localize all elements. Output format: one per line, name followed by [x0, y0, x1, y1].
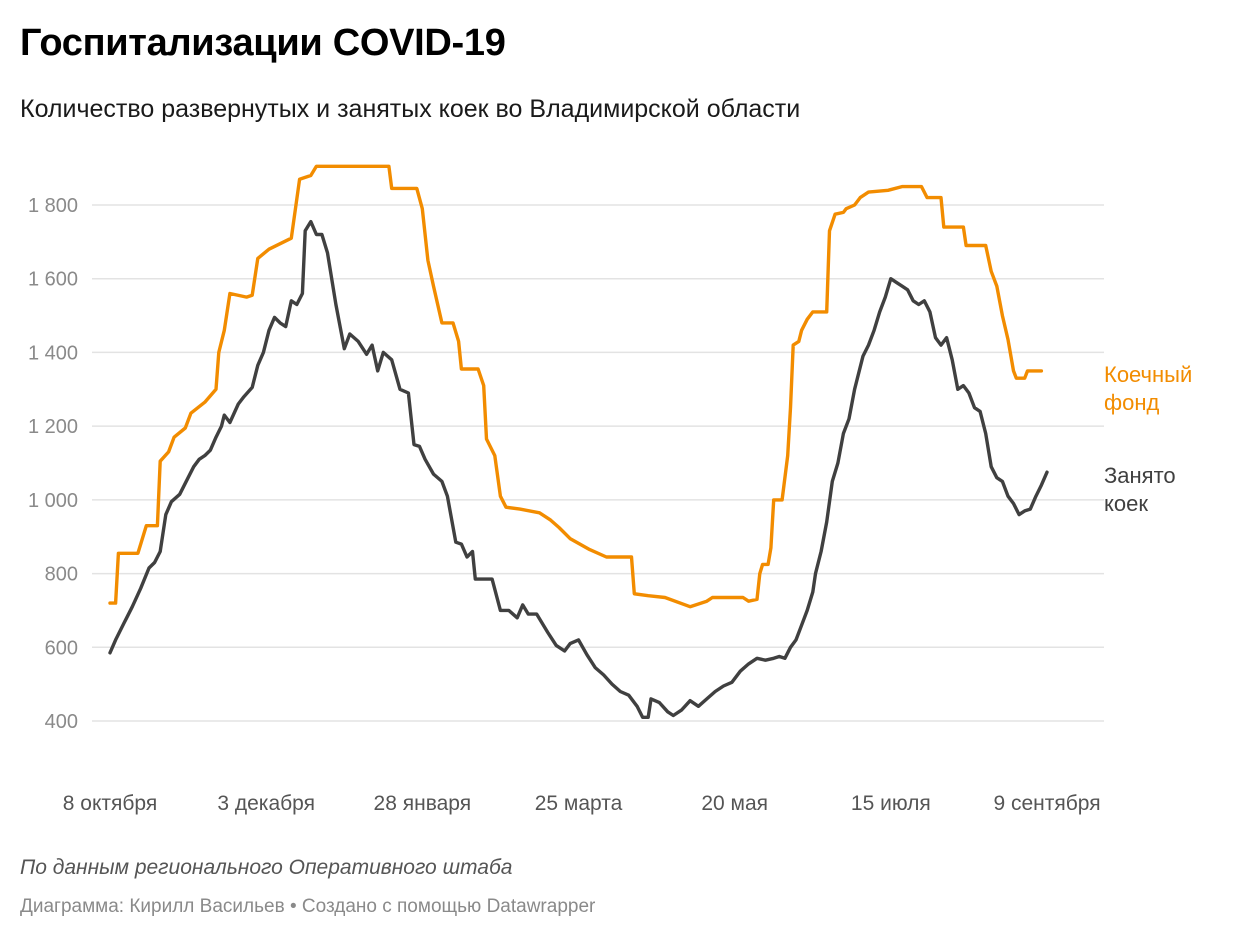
x-tick-label: 15 июля [851, 792, 931, 815]
x-tick-label: 8 октября [63, 792, 157, 815]
y-tick-label: 600 [45, 637, 78, 659]
chart-subtitle: Количество развернутых и занятых коек во… [20, 95, 801, 123]
chart-title: Госпитализации COVID-19 [20, 22, 506, 64]
series-lines [108, 164, 1049, 719]
x-tick-label: 28 января [374, 792, 472, 815]
y-gridlines [92, 204, 1104, 722]
x-tick-label: 25 марта [535, 792, 623, 815]
y-tick-label: 1 600 [28, 269, 78, 291]
series-labels: Коечный фонд Занято коек [1104, 362, 1192, 516]
y-axis-tick-labels: 400 600 800 1 000 1 200 1 400 1 600 1 800 [28, 195, 78, 733]
source-note: По данным регионального Оперативного шта… [20, 856, 513, 879]
series-line-0 [108, 164, 1044, 609]
y-tick-label: 400 [45, 711, 78, 733]
series-line-1 [108, 219, 1049, 719]
y-tick-label: 800 [45, 564, 78, 586]
y-tick-label: 1 200 [28, 416, 78, 438]
x-tick-label: 9 сентября [993, 792, 1100, 815]
series-label: коек [1104, 491, 1148, 516]
x-axis-tick-labels: 8 октября 3 декабря 28 января 25 марта 20 ма… [63, 792, 1101, 815]
x-tick-label: 3 декабря [217, 792, 315, 815]
x-tick-label: 20 мая [701, 792, 768, 815]
series-label: фонд [1104, 390, 1159, 415]
y-tick-label: 1 000 [28, 490, 78, 512]
series-label: Коечный [1104, 362, 1192, 387]
y-tick-label: 1 800 [28, 195, 78, 217]
chart-credit: Диаграмма: Кирилл Васильев • Создано с п… [20, 896, 596, 917]
series-label: Занято [1104, 463, 1176, 488]
line-chart: 400 600 800 1 000 1 200 1 400 1 600 1 800 8 окт… [28, 164, 1192, 815]
y-tick-label: 1 400 [28, 342, 78, 364]
